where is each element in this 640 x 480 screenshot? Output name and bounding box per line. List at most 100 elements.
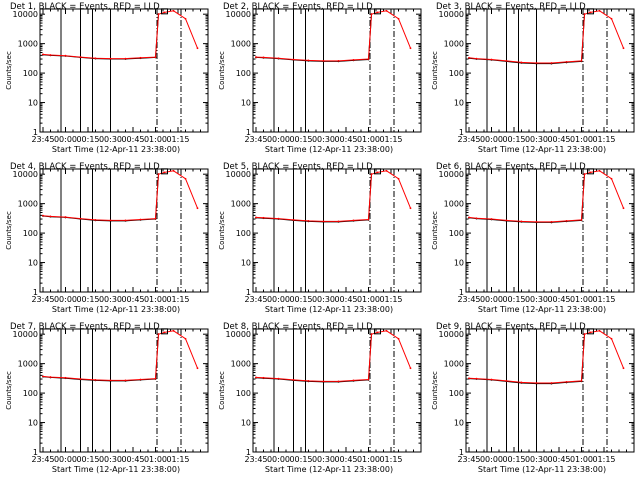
x-tick-label: 01:15 xyxy=(379,455,402,464)
lld-data-point xyxy=(622,367,625,370)
x-tick-label: 00:00 xyxy=(480,455,503,464)
x-tick-label: 00:30 xyxy=(312,455,335,464)
lld-data-point xyxy=(139,378,142,381)
peak-marker xyxy=(374,328,381,335)
lld-data-point xyxy=(157,13,160,16)
x-axis-label: Start Time (12-Apr-11 23:38:00) xyxy=(478,145,606,154)
lld-data-point xyxy=(598,9,601,12)
y-tick-label: 10 xyxy=(28,259,38,268)
events-series-line xyxy=(42,14,159,60)
y-axis-label: Counts/sec xyxy=(5,51,13,90)
lld-data-point xyxy=(598,329,601,332)
events-series-line xyxy=(468,334,585,385)
lld-data-point xyxy=(292,219,295,221)
x-tick-label: 00:45 xyxy=(547,135,570,144)
x-tick-label: 00:00 xyxy=(54,295,77,304)
y-tick-label: 100 xyxy=(236,69,251,78)
lld-data-point xyxy=(589,11,592,14)
panel-svg: Det 1, BLACK = Events, RED = LLD 1 10 100 10… xyxy=(5,2,209,154)
lld-data-point xyxy=(277,217,280,220)
lld-data-point xyxy=(376,171,379,174)
x-tick-label: 00:00 xyxy=(267,455,290,464)
x-axis-label: Start Time (12-Apr-11 23:38:00) xyxy=(478,465,606,474)
x-tick-label: 01:00 xyxy=(570,135,593,144)
lld-data-point xyxy=(124,219,127,222)
lld-data-point xyxy=(255,376,257,379)
x-tick-label: 00:15 xyxy=(76,455,99,464)
lld-data-point xyxy=(598,169,601,172)
lld-data-point xyxy=(520,220,523,223)
lld-data-point xyxy=(370,13,373,16)
lld-data-point xyxy=(583,333,586,336)
lld-data-point xyxy=(475,217,478,220)
lld-data-point xyxy=(589,171,592,174)
y-tick-label: 10000 xyxy=(226,10,251,19)
lld-data-point xyxy=(385,9,388,12)
lld-data-point xyxy=(184,17,187,20)
lld-data-point xyxy=(262,376,265,379)
lld-data-point xyxy=(124,57,127,60)
lld-data-point xyxy=(367,378,370,381)
lld-data-point xyxy=(397,17,400,20)
x-tick-label: 00:00 xyxy=(480,295,503,304)
panel-title: Det 9, BLACK = Events, RED = LLD xyxy=(436,322,586,332)
x-tick-label: 01:15 xyxy=(379,135,402,144)
lld-data-point xyxy=(505,219,508,222)
lld-data-point xyxy=(163,11,166,14)
lld-series-line xyxy=(468,170,624,223)
y-tick-label: 1 xyxy=(246,448,251,457)
y-tick-label: 1 xyxy=(33,128,38,137)
lld-data-point xyxy=(397,177,400,180)
lld-data-point xyxy=(184,177,187,180)
y-tick-label: 100 xyxy=(236,389,251,398)
lld-data-point xyxy=(580,59,583,62)
y-axis-label: Counts/sec xyxy=(218,211,226,250)
lld-data-point xyxy=(94,379,97,381)
detector-panel-2: Det 2, BLACK = Events, RED = LLD 1 10 100 10… xyxy=(213,0,426,160)
panel-svg: Det 8, BLACK = Events, RED = LLD 1 10 100 10… xyxy=(218,322,422,474)
events-series-line xyxy=(255,14,372,62)
lld-data-point xyxy=(157,173,160,176)
x-tick-label: 00:00 xyxy=(54,455,77,464)
x-tick-label: 23:45 xyxy=(244,455,267,464)
lld-data-point xyxy=(49,376,52,378)
lld-data-point xyxy=(157,333,160,336)
x-tick-label: 01:00 xyxy=(144,135,167,144)
peak-marker xyxy=(374,8,381,15)
x-tick-label: 00:30 xyxy=(99,135,122,144)
y-tick-label: 10 xyxy=(241,99,251,108)
panel-title: Det 4, BLACK = Events, RED = LLD xyxy=(10,162,160,172)
lld-data-point xyxy=(505,59,508,62)
panel-svg: Det 9, BLACK = Events, RED = LLD 1 10 100 10… xyxy=(431,322,635,474)
plot-frame xyxy=(252,8,422,133)
y-axis-label: Counts/sec xyxy=(5,211,13,250)
x-tick-label: 01:00 xyxy=(357,135,380,144)
x-tick-label: 00:00 xyxy=(480,135,503,144)
x-tick-label: 00:45 xyxy=(547,455,570,464)
lld-data-point xyxy=(367,218,370,221)
lld-data-point xyxy=(42,375,44,378)
lld-data-point xyxy=(184,337,187,340)
panel-title: Det 5, BLACK = Events, RED = LLD xyxy=(223,162,373,172)
y-tick-label: 1 xyxy=(33,448,38,457)
detector-panel-8: Det 8, BLACK = Events, RED = LLD 1 10 100 10… xyxy=(213,320,426,480)
plot-frame xyxy=(465,328,635,453)
detector-panel-9: Det 9, BLACK = Events, RED = LLD 1 10 100 10… xyxy=(426,320,639,480)
lld-data-point xyxy=(154,377,157,380)
y-axis-label: Counts/sec xyxy=(431,211,439,250)
x-tick-label: 01:15 xyxy=(592,135,615,144)
lld-data-point xyxy=(385,329,388,332)
x-tick-label: 01:00 xyxy=(570,295,593,304)
detector-panel-4: Det 4, BLACK = Events, RED = LLD 1 10 100 10… xyxy=(0,160,213,320)
x-tick-label: 01:15 xyxy=(166,455,189,464)
lld-data-point xyxy=(109,57,112,60)
lld-data-point xyxy=(352,59,355,61)
lld-data-point xyxy=(490,218,493,220)
x-tick-label: 00:00 xyxy=(267,135,290,144)
lld-data-point xyxy=(94,219,97,221)
lld-data-point xyxy=(49,215,52,218)
lld-data-point xyxy=(622,47,625,50)
x-tick-label: 00:45 xyxy=(121,135,144,144)
lld-data-point xyxy=(520,61,523,64)
y-tick-label: 1 xyxy=(459,128,464,137)
